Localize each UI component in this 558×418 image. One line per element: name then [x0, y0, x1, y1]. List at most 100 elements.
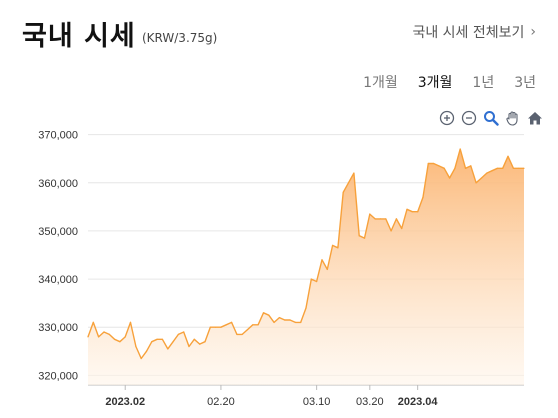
data-point — [161, 338, 163, 340]
data-point — [422, 196, 424, 198]
data-point — [326, 268, 328, 270]
tab-1-year[interactable]: 1년 — [472, 75, 495, 91]
tab-3-years[interactable]: 3년 — [514, 75, 536, 91]
data-point — [231, 321, 233, 323]
data-point — [358, 235, 360, 237]
data-point — [246, 329, 249, 331]
data-point — [98, 336, 100, 338]
data-point — [443, 167, 445, 169]
data-point — [379, 218, 381, 220]
data-point — [332, 244, 334, 246]
x-tick-label: 02.20 — [207, 396, 235, 408]
x-tick-label: 03.20 — [356, 396, 384, 408]
data-point — [114, 338, 116, 340]
zoom-in-icon[interactable] — [438, 109, 456, 127]
series-points — [87, 148, 525, 360]
data-point — [193, 338, 195, 340]
data-point — [156, 338, 158, 340]
data-point — [278, 317, 280, 319]
data-point — [480, 177, 483, 179]
header: 국내 시세 (KRW/3.75g) 국내 시세 전체보기 › — [22, 14, 536, 54]
data-point — [252, 324, 254, 326]
home-icon[interactable] — [526, 109, 544, 127]
data-point — [273, 321, 275, 323]
data-point — [172, 341, 174, 343]
data-point — [369, 213, 371, 215]
data-point — [507, 155, 509, 157]
data-point — [459, 148, 461, 150]
data-point — [518, 167, 520, 169]
data-point — [257, 324, 259, 326]
data-point — [427, 162, 429, 165]
data-point — [167, 348, 169, 350]
data-point — [103, 331, 105, 333]
data-point — [268, 314, 270, 316]
data-point — [353, 172, 355, 174]
data-point — [119, 341, 121, 343]
data-point — [236, 333, 238, 335]
y-axis: 370,000 360,000 350,000 340,000 330,000 320,0… — [38, 130, 78, 383]
data-point — [417, 211, 419, 213]
price-area-fill — [88, 149, 524, 385]
data-point — [284, 319, 286, 321]
view-all-domestic-prices-link[interactable]: 국내 시세 전체보기 › — [412, 22, 536, 42]
x-tick-label: 2023.02 — [105, 396, 145, 408]
data-point — [395, 218, 397, 220]
data-point — [433, 162, 435, 165]
data-point — [220, 326, 222, 328]
y-tick-label: 330,000 — [38, 322, 78, 334]
data-point — [491, 170, 493, 172]
data-point — [204, 341, 206, 343]
data-point — [486, 172, 488, 174]
data-point — [347, 182, 350, 184]
tab-3-months[interactable]: 3개월 — [417, 75, 453, 91]
data-point — [310, 278, 312, 280]
data-point — [92, 321, 94, 323]
unit-label: (KRW/3.75g) — [142, 31, 218, 45]
data-point — [215, 326, 217, 328]
x-tick-label: 03.10 — [303, 396, 331, 408]
data-point — [321, 259, 323, 261]
data-point — [523, 167, 525, 169]
data-point — [470, 165, 472, 167]
data-point — [502, 167, 504, 169]
price-area-chart: 370,000 360,000 350,000 340,000 330,000 320,0… — [38, 130, 525, 408]
data-point — [241, 333, 243, 335]
data-point — [401, 227, 403, 230]
data-point — [188, 345, 190, 348]
data-point — [454, 167, 456, 169]
data-point — [342, 191, 344, 193]
data-point — [183, 331, 185, 333]
data-point — [464, 167, 467, 169]
chart-toolbar — [438, 109, 544, 127]
data-point — [129, 321, 132, 323]
data-point — [135, 345, 137, 348]
data-point — [475, 182, 477, 184]
data-point — [316, 280, 318, 283]
y-tick-label: 370,000 — [38, 130, 78, 142]
y-tick-label: 320,000 — [38, 370, 78, 382]
data-point — [289, 319, 291, 321]
data-point — [209, 326, 211, 328]
data-point — [390, 230, 392, 232]
y-tick-label: 350,000 — [38, 226, 78, 238]
data-point — [438, 165, 440, 167]
data-point — [300, 321, 302, 323]
data-point — [374, 218, 376, 220]
magnifier-icon[interactable] — [482, 109, 500, 127]
view-all-link-label: 국내 시세 전체보기 — [412, 25, 525, 41]
data-point — [337, 247, 339, 249]
data-point — [496, 167, 498, 169]
zoom-out-icon[interactable] — [460, 109, 478, 127]
pan-hand-icon[interactable] — [504, 109, 522, 127]
data-point — [199, 343, 201, 345]
period-tabs: 1개월 3개월 1년 3년 — [363, 72, 536, 92]
data-point — [262, 312, 265, 314]
data-point — [124, 336, 126, 338]
data-point — [151, 341, 153, 343]
x-tick-label: 2023.04 — [398, 396, 439, 408]
tab-1-month[interactable]: 1개월 — [363, 75, 398, 91]
data-point — [305, 307, 307, 309]
chevron-right-icon: › — [530, 24, 536, 40]
data-point — [108, 333, 110, 335]
